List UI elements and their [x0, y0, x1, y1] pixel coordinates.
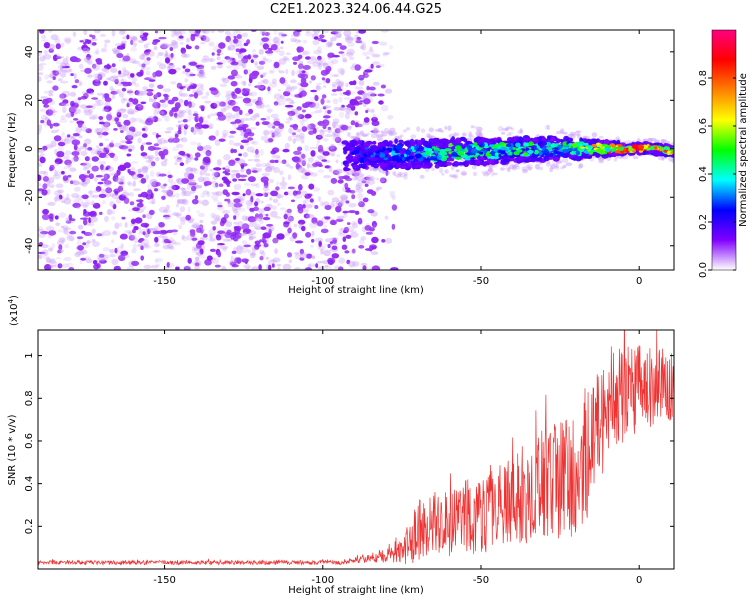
snr-x-axis-label: Height of straight line (km) [288, 585, 424, 596]
colorbar-frame [711, 29, 737, 271]
colorbar-tick-label: 0.2 [698, 214, 709, 230]
spectrogram-y-ticks: -40 -20 0 20 40 [24, 45, 674, 254]
svg-text:(x104): (x104) [7, 295, 20, 326]
snr-panel: -150 -100 -50 0 0.2 0.4 0.6 0.8 1 Height of str… [7, 295, 675, 596]
colorbar-label: Normalized spectral amplitude [738, 73, 749, 227]
spectrogram-frame [37, 29, 675, 271]
spectrogram-x-axis-label: Height of straight line (km) [288, 285, 424, 296]
colorbar-tick-label: 0.4 [698, 166, 709, 182]
snr-y-tick-label: 0.2 [24, 518, 35, 534]
snr-multiplier-exponent: 4 [7, 298, 15, 303]
snr-frame [37, 329, 675, 570]
snr-x-tick-label: -100 [311, 575, 334, 586]
spectrogram-y-tick-label: 20 [24, 94, 35, 107]
snr-x-ticks: -150 -100 -50 0 [153, 330, 642, 586]
spectrogram-x-ticks: -150 -100 -50 0 [153, 30, 642, 287]
spectrogram-y-axis-label: Frequency (Hz) [7, 112, 18, 188]
snr-x-tick-label: 0 [636, 575, 642, 586]
snr-y-tick-label: 0.6 [24, 433, 35, 449]
snr-x-tick-label: -150 [153, 575, 176, 586]
snr-y-tick-label: 0.4 [24, 476, 35, 492]
spectrogram-x-tick-label: -50 [473, 276, 489, 287]
spectrogram-panel: -150 -100 -50 0 -40 -20 0 20 40 Height of strai… [7, 29, 675, 296]
colorbar-tick-label: 0.0 [698, 262, 709, 278]
colorbar-tick-label: 0.8 [698, 70, 709, 86]
colorbar-tick-label: 0.6 [698, 118, 709, 134]
spectrogram-signal-band [341, 124, 674, 183]
chart-title: C2E1.2023.324.06.44.G25 [270, 2, 442, 17]
spectrogram-y-tick-label: 0 [24, 146, 35, 152]
spectrogram-y-tick-label: -20 [24, 189, 35, 205]
spectrogram-x-tick-label: -100 [311, 276, 334, 287]
colorbar-ticks: 0.0 0.2 0.4 0.6 0.8 [698, 70, 736, 278]
snr-x-tick-label: -50 [473, 575, 489, 586]
spectrogram-x-tick-label: -150 [153, 276, 176, 287]
spectrogram-x-tick-label: 0 [636, 276, 642, 287]
snr-multiplier-base: (x10 [9, 303, 20, 326]
snr-y-tick-label: 0.8 [24, 390, 35, 406]
snr-y-tick-label: 1 [24, 352, 35, 358]
colorbar-gradient [712, 30, 736, 270]
spectrogram-y-tick-label: -40 [24, 238, 35, 254]
snr-multiplier-close: ) [9, 295, 20, 299]
snr-background [38, 330, 674, 569]
snr-series-line [38, 330, 674, 567]
snr-y-ticks: 0.2 0.4 0.6 0.8 1 [24, 352, 674, 534]
snr-y-axis-label: SNR (10 * v/v) [7, 414, 18, 485]
spectrogram-noise [38, 30, 399, 270]
spectrogram-y-tick-label: 40 [24, 45, 35, 58]
colorbar: 0.0 0.2 0.4 0.6 0.8 Normalized spectral ampl… [698, 29, 749, 278]
snr-multiplier: (x104) [7, 295, 20, 326]
